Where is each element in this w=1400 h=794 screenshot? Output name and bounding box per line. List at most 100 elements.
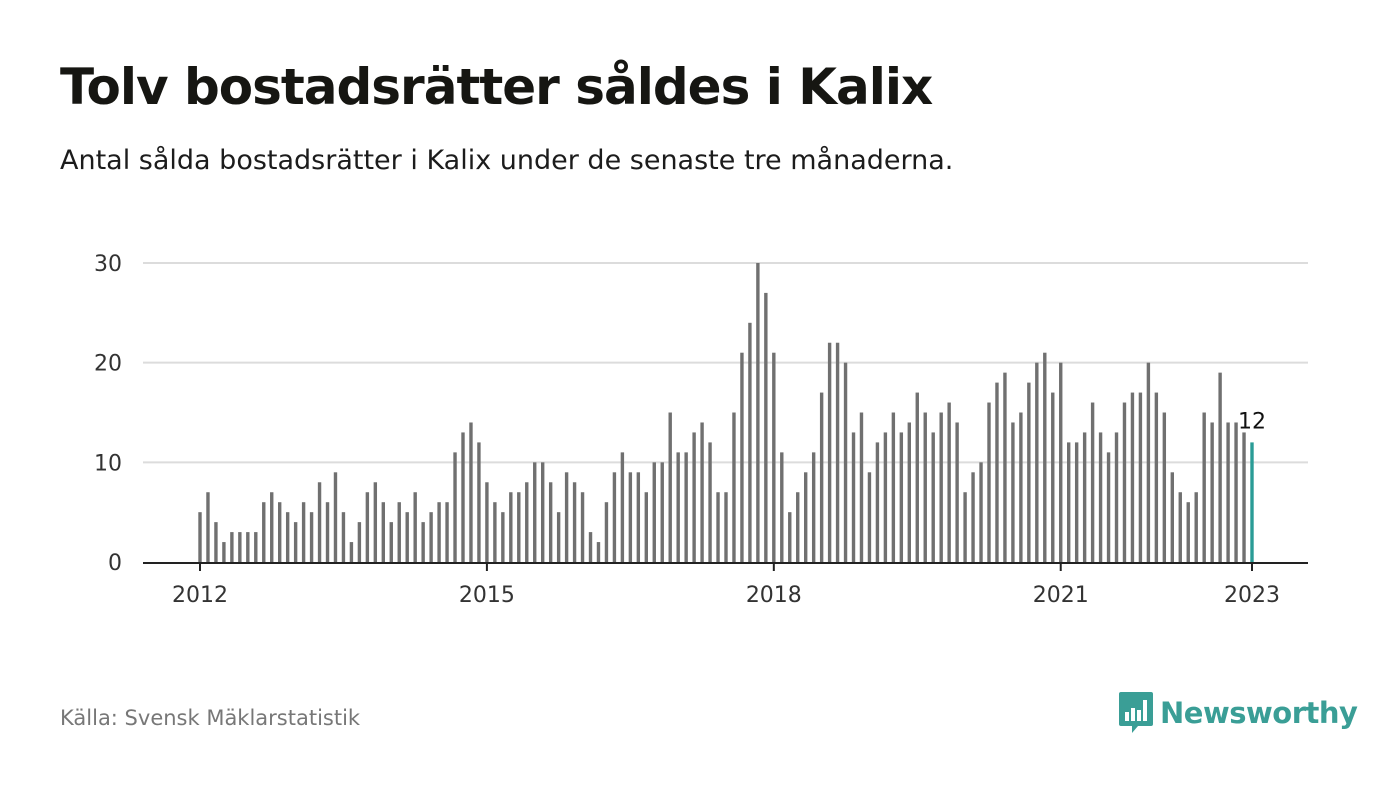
bar — [963, 492, 967, 562]
bar — [325, 502, 330, 562]
bar — [469, 422, 473, 562]
bar — [780, 452, 784, 562]
bar — [309, 512, 314, 562]
bar — [517, 492, 521, 562]
bar — [955, 422, 959, 562]
bar — [572, 482, 577, 562]
bar — [477, 442, 481, 562]
bar — [947, 402, 951, 562]
bar — [1170, 472, 1174, 562]
bar — [1059, 362, 1063, 562]
bar — [580, 492, 585, 562]
bar — [867, 472, 872, 562]
bar — [301, 502, 306, 562]
bar — [596, 542, 601, 562]
bar — [939, 412, 943, 562]
bar — [1114, 432, 1119, 562]
bar — [405, 512, 409, 562]
bar — [748, 322, 752, 562]
bar — [1067, 442, 1071, 562]
bar — [1162, 412, 1167, 562]
bar — [493, 502, 497, 562]
bar — [843, 362, 848, 562]
bar — [206, 492, 210, 562]
bar — [772, 352, 776, 562]
x-tick-label: 2021 — [1033, 583, 1089, 608]
bar — [724, 492, 728, 562]
bar — [819, 392, 824, 562]
bar — [764, 292, 768, 562]
bar — [373, 482, 378, 562]
bar — [827, 342, 832, 562]
bar — [716, 492, 720, 562]
bar — [525, 482, 529, 562]
bar — [1027, 382, 1031, 562]
newsworthy-logo-icon — [1118, 688, 1154, 738]
bars: 12 — [198, 263, 1266, 562]
bar — [708, 442, 712, 562]
bar — [548, 482, 553, 562]
bar — [461, 432, 465, 562]
bar — [1090, 402, 1095, 562]
bar — [222, 542, 226, 562]
bar — [1098, 432, 1103, 562]
bar — [1019, 412, 1023, 562]
bar — [437, 502, 441, 562]
y-tick-label: 0 — [108, 551, 122, 576]
bar — [1106, 452, 1111, 562]
bar — [349, 542, 354, 562]
bar — [357, 522, 362, 562]
bar — [1218, 372, 1222, 562]
bar — [246, 532, 250, 562]
bar — [971, 472, 975, 562]
newsworthy-logo[interactable]: Newsworthy — [1118, 688, 1358, 738]
bar — [931, 432, 935, 562]
bar — [1130, 392, 1135, 562]
x-tick-label: 2018 — [746, 583, 802, 608]
bar-chart: 0 10 20 30 12 2012 2015 2018 2021 2023 — [94, 252, 1308, 608]
bar — [445, 502, 449, 562]
bar — [214, 522, 218, 562]
bar — [915, 392, 919, 562]
y-tick-label: 20 — [94, 352, 122, 377]
bar — [533, 462, 537, 562]
bar — [979, 462, 983, 562]
bar — [1186, 502, 1190, 562]
bar — [1082, 432, 1087, 562]
bar — [883, 432, 888, 562]
chart-subtitle: Antal sålda bostadsrätter i Kalix under … — [60, 145, 954, 176]
bar — [1122, 402, 1127, 562]
bar — [604, 502, 609, 562]
bar — [333, 472, 338, 562]
x-tick-label: 2015 — [459, 583, 515, 608]
bar — [875, 442, 880, 562]
gridlines: 0 10 20 30 — [94, 252, 1308, 576]
bar — [397, 502, 401, 562]
bar — [317, 482, 322, 562]
bar — [684, 452, 688, 562]
bar — [788, 512, 792, 562]
bar — [676, 452, 680, 562]
bar — [851, 432, 856, 562]
bar — [995, 382, 999, 562]
bar — [278, 502, 282, 562]
bar — [692, 432, 696, 562]
bar — [1035, 362, 1039, 562]
bar — [1194, 492, 1198, 562]
bar — [1011, 422, 1015, 562]
bar — [485, 482, 489, 562]
bar — [899, 432, 904, 562]
bar — [1051, 392, 1055, 562]
bar — [668, 412, 672, 562]
bar-highlight — [1250, 442, 1254, 562]
bar — [700, 422, 704, 562]
bar — [636, 472, 641, 562]
x-axis-ticks: 2012 2015 2018 2021 2023 — [172, 563, 1280, 608]
bar — [740, 352, 744, 562]
bar — [262, 502, 266, 562]
bar — [652, 462, 656, 562]
x-tick-label: 2012 — [172, 583, 228, 608]
y-tick-label: 10 — [94, 451, 122, 476]
bar — [811, 452, 816, 562]
bar — [453, 452, 457, 562]
